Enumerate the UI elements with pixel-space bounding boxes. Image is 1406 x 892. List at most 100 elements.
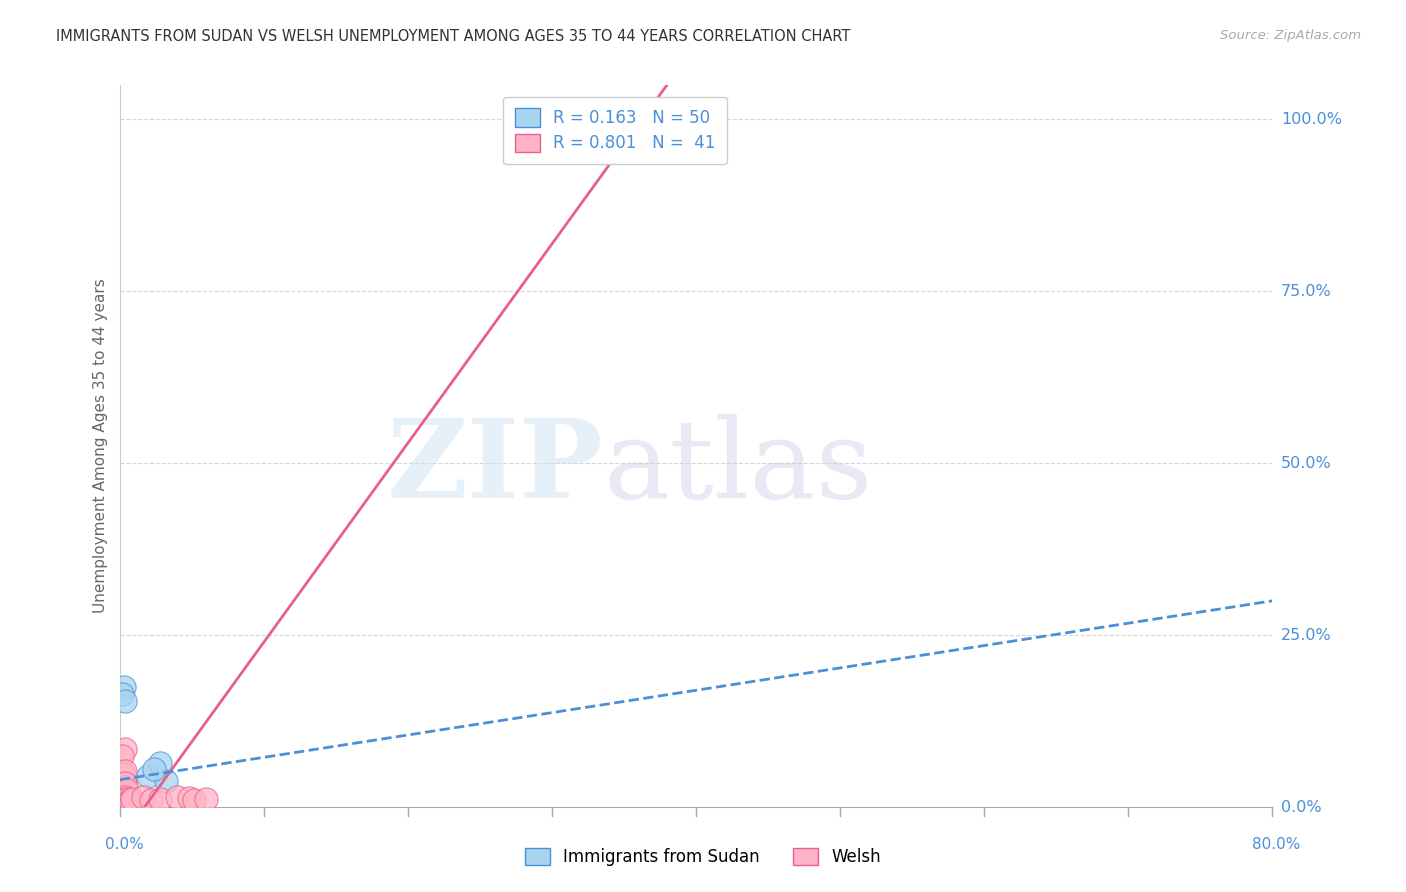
- Point: [111, 793, 134, 807]
- Legend: R = 0.163   N = 50, R = 0.801   N =  41: R = 0.163 N = 50, R = 0.801 N = 41: [503, 96, 727, 164]
- Text: 50.0%: 50.0%: [1281, 456, 1331, 471]
- Point: [114, 788, 136, 802]
- Text: 0.0%: 0.0%: [1281, 800, 1322, 814]
- Point: [115, 789, 138, 804]
- Point: [114, 783, 136, 797]
- Point: [111, 795, 134, 809]
- Point: [111, 793, 134, 807]
- Point: [112, 793, 135, 807]
- Point: [111, 792, 134, 806]
- Point: [112, 795, 135, 809]
- Point: [111, 795, 134, 809]
- Text: 75.0%: 75.0%: [1281, 284, 1331, 299]
- Point: [177, 791, 200, 805]
- Text: Source: ZipAtlas.com: Source: ZipAtlas.com: [1220, 29, 1361, 42]
- Point: [112, 792, 135, 806]
- Point: [194, 792, 218, 806]
- Text: 100.0%: 100.0%: [1281, 112, 1341, 127]
- Point: [115, 795, 138, 809]
- Point: [112, 797, 135, 811]
- Point: [111, 795, 134, 809]
- Point: [111, 780, 134, 794]
- Text: 0.0%: 0.0%: [105, 837, 145, 852]
- Point: [114, 795, 136, 809]
- Point: [149, 792, 172, 806]
- Point: [111, 795, 134, 809]
- Point: [183, 793, 205, 807]
- Text: atlas: atlas: [603, 414, 873, 521]
- Point: [114, 795, 136, 809]
- Point: [114, 793, 136, 807]
- Point: [112, 795, 135, 809]
- Point: [112, 783, 135, 797]
- Point: [114, 776, 136, 790]
- Point: [112, 792, 135, 806]
- Point: [114, 741, 136, 756]
- Point: [112, 792, 135, 806]
- Point: [115, 792, 138, 806]
- Point: [117, 795, 139, 809]
- Point: [112, 780, 135, 794]
- Point: [114, 795, 136, 809]
- Point: [112, 793, 135, 807]
- Point: [111, 687, 134, 701]
- Point: [131, 789, 153, 804]
- Point: [111, 793, 134, 807]
- Point: [111, 748, 134, 763]
- Point: [111, 797, 134, 811]
- Point: [121, 792, 143, 806]
- Point: [114, 792, 136, 806]
- Point: [143, 763, 166, 777]
- Point: [111, 797, 134, 811]
- Text: IMMIGRANTS FROM SUDAN VS WELSH UNEMPLOYMENT AMONG AGES 35 TO 44 YEARS CORRELATIO: IMMIGRANTS FROM SUDAN VS WELSH UNEMPLOYM…: [56, 29, 851, 44]
- Point: [141, 793, 163, 807]
- Point: [112, 680, 135, 694]
- Point: [112, 792, 135, 806]
- Point: [112, 795, 135, 809]
- Point: [111, 793, 134, 807]
- Point: [112, 795, 135, 809]
- Point: [111, 795, 134, 809]
- Point: [114, 792, 136, 806]
- Point: [112, 795, 135, 809]
- Legend: Immigrants from Sudan, Welsh: Immigrants from Sudan, Welsh: [519, 841, 887, 873]
- Text: 80.0%: 80.0%: [1253, 837, 1301, 852]
- Point: [112, 787, 135, 801]
- Point: [112, 767, 135, 781]
- Point: [149, 756, 172, 770]
- Point: [112, 789, 135, 804]
- Point: [114, 789, 136, 804]
- Point: [112, 780, 135, 794]
- Point: [118, 793, 141, 807]
- Point: [115, 783, 138, 797]
- Point: [166, 789, 188, 804]
- Point: [112, 795, 135, 809]
- Point: [114, 792, 136, 806]
- Point: [112, 795, 135, 809]
- Point: [114, 793, 136, 807]
- Point: [111, 792, 134, 806]
- Point: [112, 792, 135, 806]
- Point: [115, 795, 138, 809]
- Point: [114, 795, 136, 809]
- Point: [111, 797, 134, 811]
- Point: [114, 693, 136, 707]
- Point: [112, 792, 135, 806]
- Point: [114, 776, 136, 790]
- Point: [111, 795, 134, 809]
- Point: [112, 789, 135, 804]
- Point: [114, 789, 136, 804]
- Point: [112, 792, 135, 806]
- Point: [155, 774, 177, 789]
- Point: [112, 793, 135, 807]
- Point: [111, 792, 134, 806]
- Point: [114, 788, 136, 802]
- Point: [114, 764, 136, 779]
- Point: [115, 792, 138, 806]
- Point: [138, 769, 160, 783]
- Point: [120, 795, 142, 809]
- Point: [111, 797, 134, 811]
- Point: [112, 792, 135, 806]
- Text: 25.0%: 25.0%: [1281, 628, 1331, 643]
- Point: [114, 795, 136, 809]
